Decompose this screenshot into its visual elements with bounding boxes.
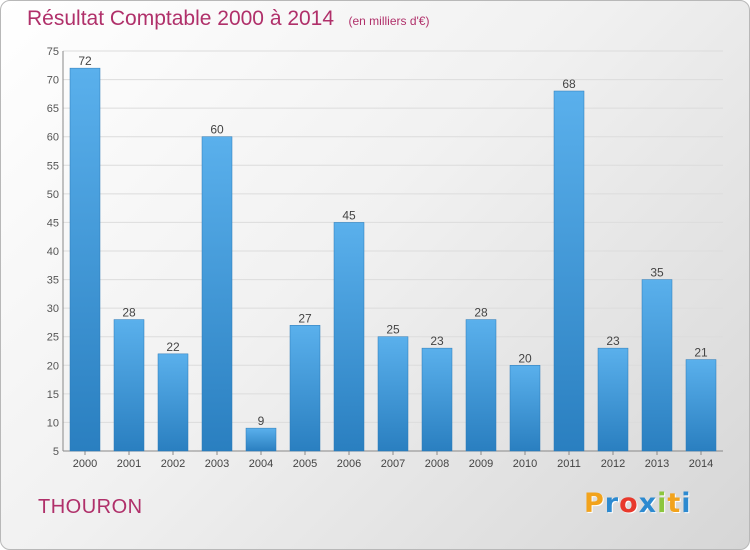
value-label-2009: 28 — [474, 306, 488, 320]
bar-2013[interactable] — [641, 279, 673, 452]
x-tick-label-2013: 2013 — [645, 458, 669, 470]
x-tick-label-2006: 2006 — [337, 458, 361, 470]
bar-2010[interactable] — [509, 365, 541, 452]
bar-2008[interactable] — [421, 347, 453, 452]
y-tick-label: 75 — [47, 46, 59, 58]
x-tick-label-2009: 2009 — [469, 458, 493, 470]
bar-2001[interactable] — [113, 319, 145, 452]
chart-title-block: Résultat Comptable 2000 à 2014 (en milli… — [27, 7, 429, 31]
x-tick-label-2000: 2000 — [73, 458, 97, 470]
chart-subtitle: (en milliers d'€) — [348, 14, 430, 28]
x-tick-label-2008: 2008 — [425, 458, 449, 470]
value-label-2002: 22 — [166, 340, 180, 354]
value-label-2013: 35 — [650, 266, 664, 280]
y-tick-label: 15 — [47, 389, 59, 401]
x-tick-label-2004: 2004 — [249, 458, 273, 470]
value-label-2005: 27 — [298, 311, 312, 325]
chart-title: Résultat Comptable 2000 à 2014 — [27, 7, 335, 30]
proxiti-logo[interactable]: Proxiti — [584, 488, 692, 519]
x-tick-label-2012: 2012 — [601, 458, 625, 470]
logo-letter: o — [619, 488, 639, 519]
y-tick-label: 35 — [47, 275, 59, 287]
value-label-2000: 72 — [78, 54, 92, 68]
bar-2009[interactable] — [465, 319, 497, 452]
x-tick-label-2001: 2001 — [117, 458, 141, 470]
logo-letter: r — [604, 488, 620, 519]
logo-letter: i — [657, 488, 668, 519]
logo-letter: i — [681, 488, 692, 519]
value-label-2008: 23 — [430, 334, 444, 348]
value-label-2012: 23 — [606, 334, 620, 348]
y-tick-label: 25 — [47, 332, 59, 344]
logo-letter: t — [667, 488, 682, 519]
y-tick-label: 20 — [47, 360, 59, 372]
y-tick-label: 55 — [47, 160, 59, 172]
value-label-2001: 28 — [122, 306, 136, 320]
x-tick-label-2014: 2014 — [689, 458, 713, 470]
value-label-2007: 25 — [386, 323, 400, 337]
value-label-2011: 68 — [562, 77, 576, 91]
bar-2012[interactable] — [597, 347, 629, 452]
logo-letter: x — [638, 488, 658, 519]
bar-2002[interactable] — [157, 353, 189, 452]
bar-2004[interactable] — [245, 427, 277, 452]
y-tick-label: 40 — [47, 246, 59, 258]
value-label-2004: 9 — [258, 414, 265, 428]
y-tick-label: 65 — [47, 103, 59, 115]
y-tick-label: 70 — [47, 75, 59, 87]
bar-2006[interactable] — [333, 222, 365, 452]
y-tick-label: 10 — [47, 417, 59, 429]
y-tick-label: 60 — [47, 132, 59, 144]
y-tick-label: 45 — [47, 217, 59, 229]
y-tick-label: 30 — [47, 303, 59, 315]
y-tick-label: 50 — [47, 189, 59, 201]
y-tick-label: 5 — [53, 446, 59, 458]
x-tick-label-2003: 2003 — [205, 458, 229, 470]
x-tick-label-2011: 2011 — [557, 458, 581, 470]
bar-2003[interactable] — [201, 136, 233, 452]
value-label-2010: 20 — [518, 351, 532, 365]
x-tick-label-2007: 2007 — [381, 458, 405, 470]
bar-2014[interactable] — [685, 359, 717, 452]
bar-2011[interactable] — [553, 90, 585, 452]
bar-2000[interactable] — [69, 67, 101, 452]
value-label-2003: 60 — [210, 123, 224, 137]
x-tick-label-2005: 2005 — [293, 458, 317, 470]
value-label-2014: 21 — [694, 346, 708, 360]
x-tick-label-2010: 2010 — [513, 458, 537, 470]
x-tick-label-2002: 2002 — [161, 458, 185, 470]
place-name: THOURON — [38, 496, 143, 518]
logo-letter: P — [584, 488, 605, 519]
value-label-2006: 45 — [342, 208, 356, 222]
bar-2007[interactable] — [377, 336, 409, 452]
bar-2005[interactable] — [289, 325, 321, 452]
